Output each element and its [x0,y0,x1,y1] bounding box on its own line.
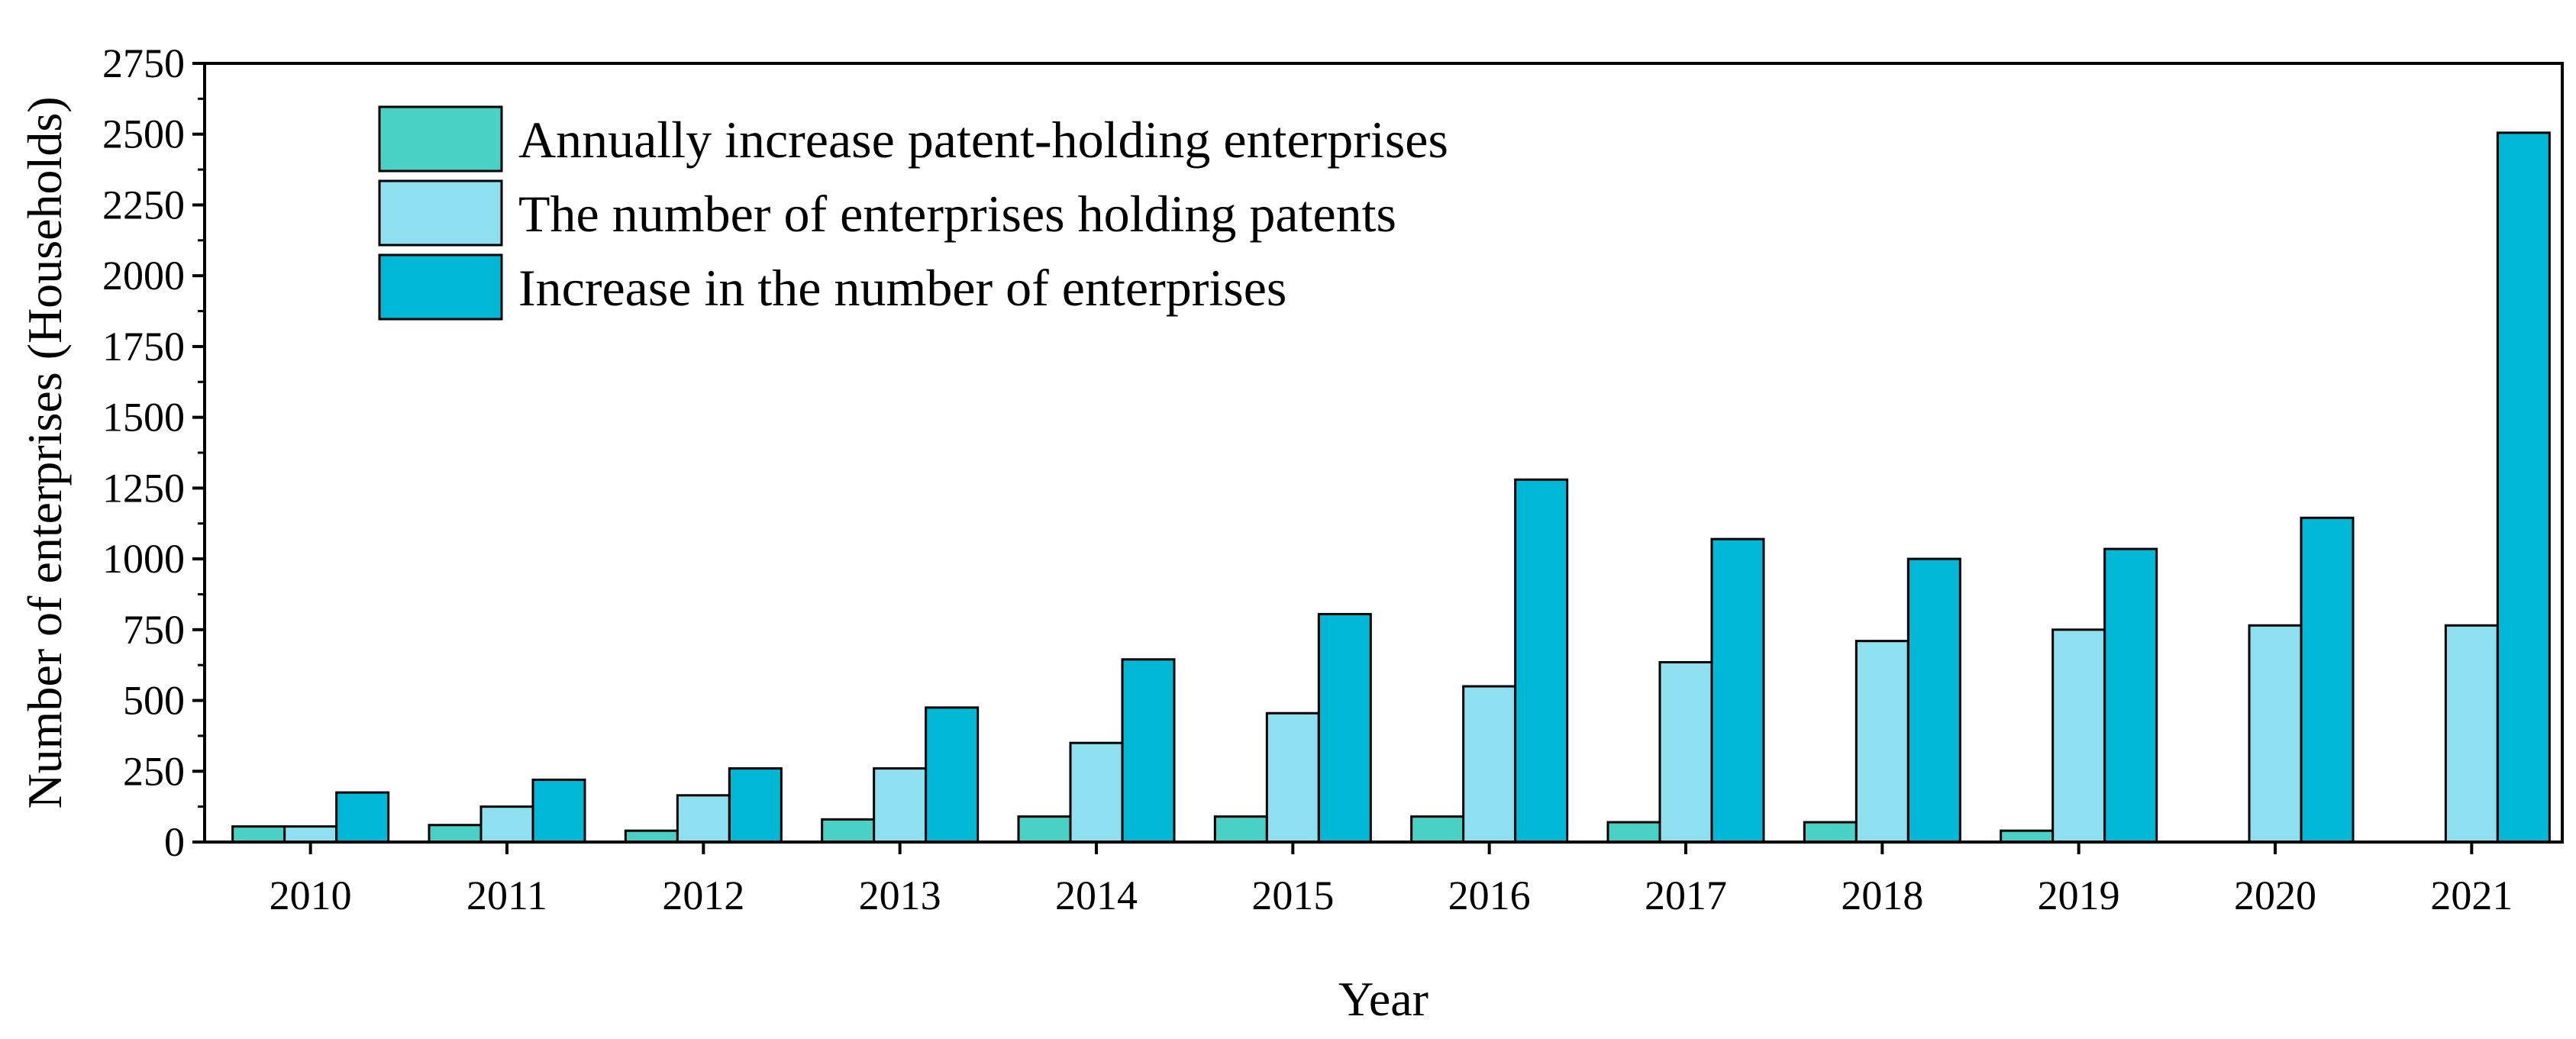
bar-s2-2012 [676,794,731,844]
bar-s3-2018 [1906,557,1961,844]
legend-label-3: Increase in the number of enterprises [518,259,1286,317]
y-tick-label-750: 750 [123,607,185,653]
bar-s2-2011 [479,805,534,844]
bar-s2-2016 [1462,685,1517,844]
bar-s2-2014 [1069,741,1124,844]
legend-label-1: Annually increase patent-holding enterpr… [518,111,1448,169]
y-tick-label-1500: 1500 [102,395,185,440]
y-tick-label-1250: 1250 [102,465,185,511]
bar-s1-2012 [624,829,679,844]
y-tick-label-2750: 2750 [102,40,185,86]
bar-s1-2010 [231,825,286,844]
bar-s2-2021 [2444,624,2499,844]
axes-layer: 0 250 500 750 1000 1250 1500 1750 2000 2250 2500 27… [102,40,2513,918]
bar-s3-2019 [2103,547,2158,844]
bar-s1-2015 [1213,815,1268,844]
bar-s3-2015 [1317,612,1372,844]
bar-s3-2014 [1121,658,1176,844]
bar-s2-2013 [873,767,928,844]
bar-s3-2011 [531,778,586,844]
x-tick-label-2010: 2010 [270,873,352,918]
bar-s1-2011 [428,824,483,844]
bar-s3-2013 [925,706,980,844]
bar-s2-2015 [1265,711,1320,844]
legend-label-2: The number of enterprises holding patent… [518,185,1396,243]
y-tick-label-2000: 2000 [102,253,185,298]
x-tick-label-2020: 2020 [2234,873,2316,918]
bar-s1-2017 [1606,821,1661,844]
legend-swatch-3 [378,253,503,321]
y-tick-label-250: 250 [123,748,185,794]
x-tick-label-2014: 2014 [1055,873,1138,918]
x-tick-label-2019: 2019 [2038,873,2120,918]
legend-swatch-1 [378,105,503,173]
x-tick-label-2015: 2015 [1251,873,1334,918]
bar-s3-2012 [728,767,783,844]
legend-swatch-2 [378,179,503,247]
legend: Annually increase patent-holding enterpr… [378,105,1448,321]
x-tick-label-2021: 2021 [2430,873,2513,918]
bar-s3-2020 [2300,516,2355,844]
bar-s3-2010 [335,791,390,844]
bar-s2-2019 [2051,628,2106,844]
bar-s2-2020 [2248,624,2303,844]
x-tick-label-2013: 2013 [859,873,941,918]
bar-s1-2013 [821,818,876,844]
bar-s3-2016 [1514,478,1569,844]
bar-s1-2014 [1017,815,1072,844]
bar-s2-2017 [1658,660,1713,844]
y-tick-label-500: 500 [123,678,185,724]
x-tick-label-2011: 2011 [466,873,547,918]
y-tick-label-2500: 2500 [102,111,185,157]
y-axis-title: Number of enterprises (Households) [18,96,72,808]
bar-s3-2017 [1710,537,1765,844]
bar-s2-2018 [1855,640,1909,844]
y-tick-label-0: 0 [164,819,185,865]
bar-s3-2021 [2496,131,2551,844]
y-tick-label-1750: 1750 [102,324,185,369]
bar-s1-2019 [2000,829,2055,844]
bar-s1-2018 [1803,821,1858,844]
x-axis-title: Year [1338,972,1428,1026]
bar-s2-2010 [283,825,338,844]
y-tick-label-2250: 2250 [102,182,185,227]
y-tick-label-1000: 1000 [102,536,185,582]
bar-s1-2016 [1410,815,1465,844]
x-tick-label-2016: 2016 [1448,873,1531,918]
x-tick-label-2018: 2018 [1841,873,1923,918]
x-tick-label-2012: 2012 [662,873,744,918]
x-tick-label-2017: 2017 [1645,873,1727,918]
plot-frame [203,62,2564,844]
